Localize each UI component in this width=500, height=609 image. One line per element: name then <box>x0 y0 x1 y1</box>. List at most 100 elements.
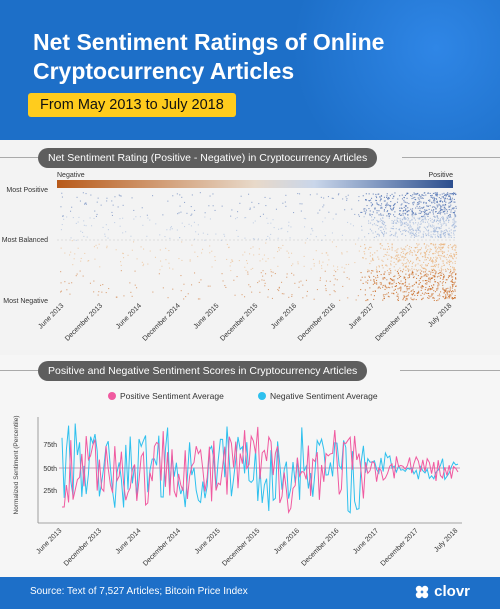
article-point <box>451 293 453 295</box>
article-point <box>422 221 424 223</box>
article-point <box>425 269 427 271</box>
article-point <box>405 218 407 220</box>
article-point <box>388 268 390 270</box>
article-point <box>380 213 382 215</box>
article-point <box>412 299 414 301</box>
article-point <box>406 289 408 291</box>
article-point <box>324 235 326 237</box>
article-point <box>442 284 444 286</box>
article-point <box>384 271 386 273</box>
article-point <box>444 289 446 291</box>
article-point <box>424 218 426 220</box>
article-point <box>409 229 411 231</box>
article-point <box>383 234 385 236</box>
article-point <box>449 259 451 261</box>
article-point <box>415 269 417 271</box>
article-point <box>452 281 454 283</box>
article-point <box>439 219 441 221</box>
article-point <box>411 293 413 295</box>
article-point <box>386 254 388 256</box>
article-point <box>412 274 414 276</box>
article-point <box>376 270 378 272</box>
article-point <box>388 282 390 284</box>
article-point <box>167 200 169 202</box>
article-point <box>94 258 96 260</box>
article-point <box>423 293 425 295</box>
article-point <box>426 234 428 236</box>
article-point <box>380 282 382 284</box>
article-point <box>226 243 228 245</box>
article-point <box>236 229 238 231</box>
article-point <box>445 297 447 299</box>
article-point <box>71 282 73 284</box>
article-point <box>395 222 397 224</box>
article-point <box>225 286 227 288</box>
article-point <box>453 218 455 220</box>
article-point <box>405 297 407 299</box>
article-point <box>419 206 421 208</box>
article-point <box>305 279 307 281</box>
scatter-x-tick-label: June 2015 <box>193 302 221 330</box>
article-point <box>454 290 456 292</box>
article-point <box>443 218 445 220</box>
article-point <box>437 266 439 268</box>
article-point <box>451 247 453 249</box>
article-point <box>382 233 384 235</box>
article-point <box>406 266 408 268</box>
article-point <box>147 217 149 219</box>
article-point <box>402 252 404 254</box>
article-point <box>184 226 186 228</box>
article-point <box>433 201 435 203</box>
article-point <box>168 250 170 252</box>
article-point <box>230 215 232 217</box>
article-point <box>452 285 454 287</box>
article-point <box>435 250 437 252</box>
article-point <box>379 220 381 222</box>
article-point <box>285 205 287 207</box>
article-point <box>93 291 95 293</box>
article-point <box>403 257 405 259</box>
article-point <box>445 288 447 290</box>
article-point <box>386 215 388 217</box>
article-point <box>454 269 456 271</box>
article-point <box>419 226 421 228</box>
article-point <box>409 246 411 248</box>
article-point <box>399 267 401 269</box>
article-point <box>423 195 425 197</box>
article-point <box>448 206 450 208</box>
article-point <box>387 204 389 206</box>
article-point <box>435 259 437 261</box>
article-point <box>429 248 431 250</box>
article-point <box>409 286 411 288</box>
article-point <box>93 280 95 282</box>
article-point <box>373 236 375 238</box>
article-point <box>448 227 450 229</box>
article-point <box>391 209 393 211</box>
article-point <box>236 276 238 278</box>
article-point <box>440 209 442 211</box>
article-point <box>428 245 430 247</box>
article-point <box>441 224 443 226</box>
article-point <box>384 221 386 223</box>
article-point <box>395 285 397 287</box>
article-point <box>381 206 383 208</box>
article-point <box>364 276 366 278</box>
article-point <box>398 258 400 260</box>
article-point <box>409 229 411 231</box>
article-point <box>382 284 384 286</box>
article-point <box>421 298 423 300</box>
article-point <box>270 271 272 273</box>
article-point <box>406 202 408 204</box>
article-point <box>415 247 417 249</box>
article-point <box>94 210 96 212</box>
article-point <box>447 260 449 262</box>
article-point <box>425 229 427 231</box>
article-point <box>399 283 401 285</box>
article-point <box>436 216 438 218</box>
article-point <box>236 217 238 219</box>
article-point <box>228 246 230 248</box>
article-point <box>446 198 448 200</box>
article-point <box>364 213 366 215</box>
article-point <box>382 299 384 301</box>
article-point <box>303 217 305 219</box>
